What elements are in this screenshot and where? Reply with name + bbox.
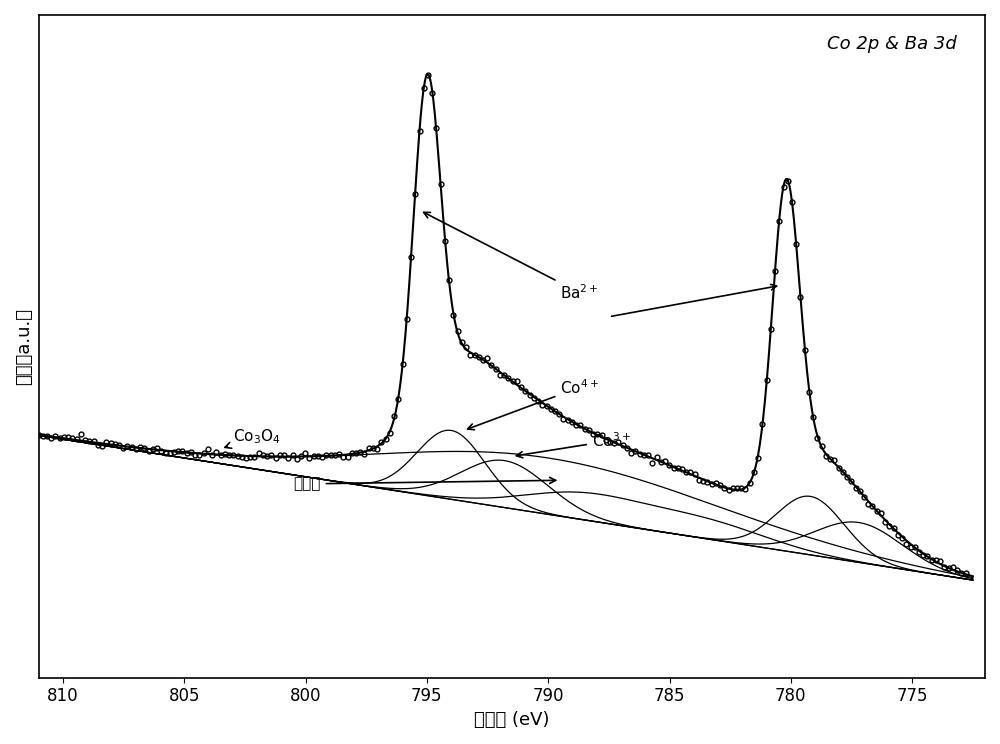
Text: Co$^{3+}$: Co$^{3+}$ (516, 432, 631, 458)
Text: 卫星峰: 卫星峰 (293, 476, 556, 491)
Text: Co 2p & Ba 3d: Co 2p & Ba 3d (827, 35, 957, 53)
Text: Co$_3$O$_4$: Co$_3$O$_4$ (225, 427, 280, 449)
Y-axis label: 强度（a.u.）: 强度（a.u.） (15, 308, 33, 385)
X-axis label: 结合能 (eV): 结合能 (eV) (474, 711, 550, 729)
Text: Ba$^{2+}$: Ba$^{2+}$ (424, 212, 599, 302)
Text: Co$^{4+}$: Co$^{4+}$ (468, 378, 599, 430)
